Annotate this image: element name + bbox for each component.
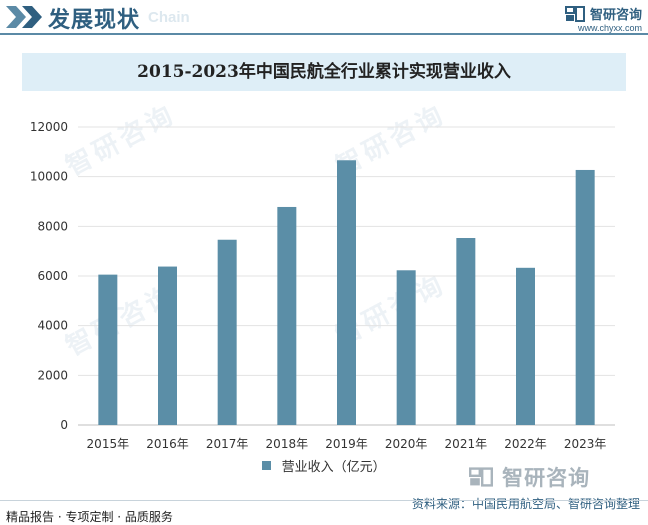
x-axis-ticks: 2015年 2016年 2017年 2018年 2019年 2020年 2021年 2022年…	[87, 437, 607, 451]
chart-title: 2015-2023年中国民航全行业累计实现营业收入	[137, 62, 511, 82]
double-arrow-icon	[6, 6, 42, 28]
y-tick-label: 2000	[37, 368, 68, 382]
page-header: 发展现状 Chain 智研咨询 www.chyxx.com	[0, 0, 648, 35]
brand-logo-icon	[564, 5, 585, 22]
bar	[98, 274, 118, 425]
x-tick-label: 2017年	[206, 437, 249, 451]
y-tick-label: 10000	[30, 170, 68, 184]
x-tick-label: 2016年	[146, 437, 189, 451]
bar	[277, 206, 297, 425]
x-tick-label: 2022年	[504, 437, 547, 451]
brand-name: 智研咨询	[589, 8, 642, 23]
section-title: 发展现状	[48, 7, 141, 33]
legend-swatch	[262, 461, 272, 470]
bar	[575, 169, 595, 425]
bar	[396, 270, 416, 425]
footer-logo-icon	[469, 467, 493, 487]
section-subtitle: Chain	[148, 9, 190, 26]
x-tick-label: 2018年	[266, 437, 309, 451]
x-tick-label: 2021年	[445, 437, 488, 451]
header-divider	[0, 33, 648, 35]
footer-slogan: 精品报告 · 专项定制 · 品质服务	[6, 510, 173, 524]
bar	[516, 267, 535, 425]
y-tick-label: 12000	[30, 120, 68, 134]
x-tick-label: 2023年	[564, 437, 607, 451]
bar	[217, 239, 237, 425]
chart-title-band: 2015-2023年中国民航全行业累计实现营业收入	[22, 53, 626, 91]
bar	[337, 160, 356, 425]
legend: 营业收入（亿元）	[0, 456, 648, 475]
y-axis-ticks: 0 2000 4000 6000 8000 10000 12000	[30, 120, 68, 432]
y-tick-label: 8000	[37, 219, 68, 233]
footer-divider	[0, 500, 648, 501]
footer-brand: 智研咨询	[469, 462, 590, 492]
x-tick-label: 2020年	[385, 437, 428, 451]
bar	[158, 266, 177, 425]
footer-brand-name: 智研咨询	[502, 466, 591, 490]
bars	[98, 160, 595, 425]
brand-url: www.chyxx.com	[577, 23, 642, 33]
brand: 智研咨询 www.chyxx.com	[564, 3, 642, 33]
bar	[456, 238, 476, 425]
legend-label: 营业收入（亿元）	[281, 460, 386, 475]
y-tick-label: 6000	[37, 269, 68, 283]
y-tick-label: 4000	[37, 319, 68, 333]
y-tick-label: 0	[60, 418, 68, 432]
x-tick-label: 2015年	[87, 437, 130, 451]
data-source: 资料来源：中国民用航空局、智研咨询整理	[411, 497, 640, 511]
x-tick-label: 2019年	[325, 437, 368, 451]
